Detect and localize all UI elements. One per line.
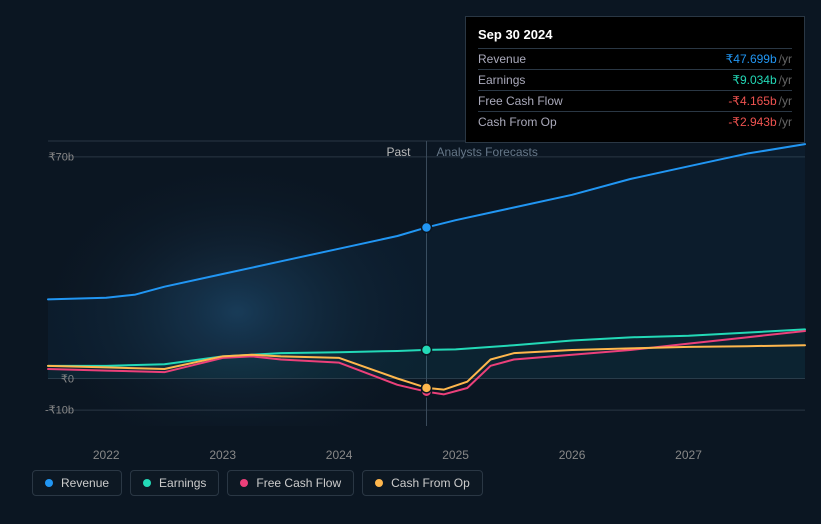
y-tick-label: -₹10b bbox=[38, 404, 74, 417]
legend-label: Revenue bbox=[61, 476, 109, 490]
legend-item-fcf[interactable]: Free Cash Flow bbox=[227, 470, 354, 496]
tooltip-row-value: ₹9.034b/yr bbox=[732, 73, 792, 87]
chart-plot[interactable]: ₹70b₹0-₹10b Past Analysts Forecasts bbox=[48, 141, 805, 426]
legend-dot-icon bbox=[143, 479, 151, 487]
legend-item-revenue[interactable]: Revenue bbox=[32, 470, 122, 496]
tooltip-row-value: -₹4.165b/yr bbox=[728, 94, 792, 108]
chart-legend: Revenue Earnings Free Cash Flow Cash From O… bbox=[32, 470, 483, 496]
legend-dot-icon bbox=[375, 479, 383, 487]
y-tick-label: ₹0 bbox=[38, 372, 74, 385]
tooltip-row: Earnings ₹9.034b/yr bbox=[478, 69, 792, 90]
tooltip-row-label: Free Cash Flow bbox=[478, 94, 563, 108]
x-tick-label: 2026 bbox=[559, 448, 586, 462]
x-tick-label: 2023 bbox=[209, 448, 236, 462]
tooltip-row-value: -₹2.943b/yr bbox=[728, 115, 792, 129]
legend-item-cfo[interactable]: Cash From Op bbox=[362, 470, 483, 496]
forecast-label: Analysts Forecasts bbox=[437, 145, 538, 159]
chart-tooltip: Sep 30 2024 Revenue ₹47.699b/yr Earnings ₹9… bbox=[465, 16, 805, 143]
chart-svg bbox=[48, 141, 805, 426]
x-tick-label: 2022 bbox=[93, 448, 120, 462]
legend-dot-icon bbox=[240, 479, 248, 487]
tooltip-row: Revenue ₹47.699b/yr bbox=[478, 48, 792, 69]
past-label: Past bbox=[387, 145, 411, 159]
legend-dot-icon bbox=[45, 479, 53, 487]
legend-label: Free Cash Flow bbox=[256, 476, 341, 490]
y-tick-label: ₹70b bbox=[38, 150, 74, 163]
tooltip-row-label: Cash From Op bbox=[478, 115, 557, 129]
tooltip-row: Cash From Op -₹2.943b/yr bbox=[478, 111, 792, 132]
chart-container: Sep 30 2024 Revenue ₹47.699b/yr Earnings ₹9… bbox=[16, 16, 805, 508]
tooltip-row-label: Earnings bbox=[478, 73, 525, 87]
x-tick-label: 2025 bbox=[442, 448, 469, 462]
tooltip-row-label: Revenue bbox=[478, 52, 526, 66]
legend-label: Earnings bbox=[159, 476, 206, 490]
tooltip-row: Free Cash Flow -₹4.165b/yr bbox=[478, 90, 792, 111]
x-tick-label: 2024 bbox=[326, 448, 353, 462]
x-tick-label: 2027 bbox=[675, 448, 702, 462]
tooltip-row-value: ₹47.699b/yr bbox=[726, 52, 792, 66]
tooltip-title: Sep 30 2024 bbox=[478, 27, 792, 42]
legend-item-earnings[interactable]: Earnings bbox=[130, 470, 219, 496]
legend-label: Cash From Op bbox=[391, 476, 470, 490]
x-axis: 2022 2023 2024 2025 2026 2027 bbox=[48, 448, 805, 468]
